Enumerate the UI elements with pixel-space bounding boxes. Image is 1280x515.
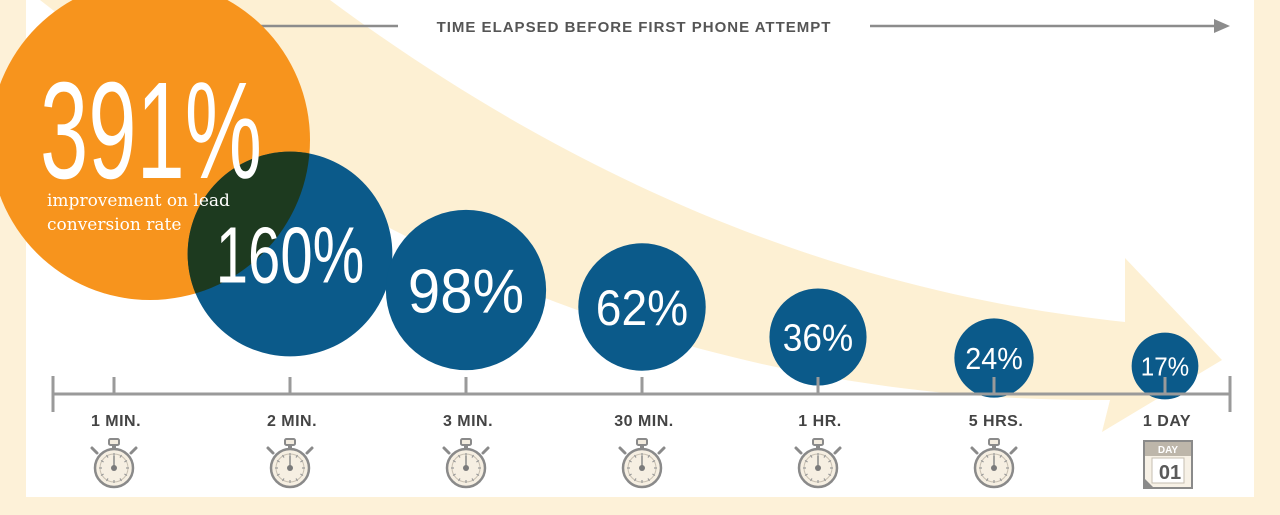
chart-title: TIME ELAPSED BEFORE FIRST PHONE ATTEMPT [437,19,832,36]
value-label-5: 24% [965,341,1022,376]
tick-labels: 1 MIN. 2 MIN. 3 MIN. 30 MIN. 1 HR. 5 HRS. 1 DA… [91,413,1191,430]
calendar-icon: DAY 01 [1143,440,1193,489]
tick-label-1: 2 MIN. [267,413,317,430]
tick-label-4: 1 HR. [798,413,841,430]
stopwatch-icon [794,438,842,489]
tick-label-2: 3 MIN. [443,413,493,430]
stopwatch-icon [970,438,1018,489]
calendar-day-text: DAY [1158,445,1179,456]
value-label-0: 391% [40,54,262,208]
value-label-4: 36% [783,318,853,360]
stopwatch-icon [442,438,490,489]
value-label-3: 62% [596,280,688,336]
calendar-number: 01 [1159,462,1181,484]
value-label-6: 17% [1141,351,1189,381]
stopwatch-icon [618,438,666,489]
tick-label-5: 5 HRS. [969,413,1024,430]
bubble-6 [1131,332,1199,400]
tick-label-3: 30 MIN. [614,413,674,430]
stopwatch-icon [266,438,314,489]
tick-label-0: 1 MIN. [91,413,141,430]
time-icons: DAY 01 [90,438,1193,489]
big-value-caption: improvement on lead conversion rate [47,191,230,235]
tick-label-6: 1 DAY [1143,413,1191,430]
stopwatch-icon [90,438,138,489]
bubbles: 391%160% 98% 62% 36% 24% 17% improvement on le… [0,0,1199,400]
header-arrowhead [1214,19,1230,33]
trend-arrow [40,0,1222,432]
x-axis [51,376,1232,412]
value-label-1: 160% [216,211,364,300]
bubble-3 [578,243,706,371]
bubble-5 [954,318,1034,398]
value-label-2: 98% [408,256,524,326]
bubble-2 [385,209,547,371]
bubble-4 [769,288,867,386]
